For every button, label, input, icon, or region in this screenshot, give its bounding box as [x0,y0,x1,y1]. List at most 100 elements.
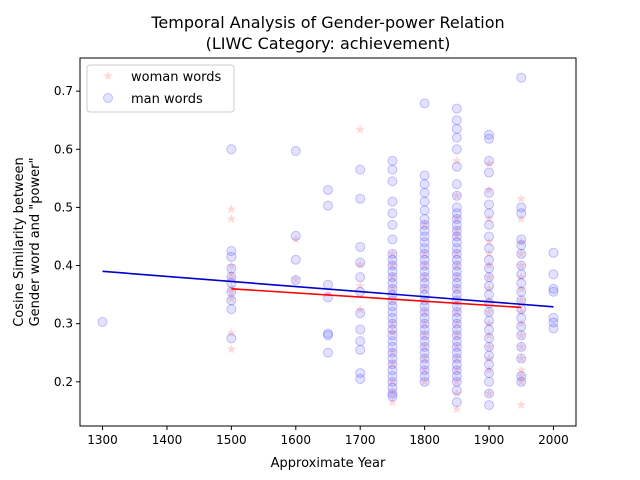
man-word-point [419,365,430,376]
man-word-point [387,307,398,318]
woman-word-point [387,248,398,258]
man-word-point [419,205,430,216]
man-word-point [451,397,462,408]
man-word-point [419,359,430,370]
man-word-point [323,279,333,290]
man-word-point [419,266,430,277]
man-word-point [484,359,495,370]
man-word-point [226,277,237,288]
man-word-point [387,176,398,187]
man-word-point [387,365,398,376]
y-axis-label-line2: Gender word and "power" [28,158,43,327]
man-word-point [516,277,527,288]
man-word-point [419,254,430,265]
woman-word-point [484,272,494,282]
woman-word-point [226,327,237,338]
woman-word-point [452,307,462,317]
y-tick-label: 0.4 [54,259,73,273]
man-word-point [387,254,398,265]
woman-word-point [452,376,462,386]
man-word-point [419,341,430,352]
man-word-point [484,155,495,166]
man-word-point [387,359,398,370]
man-word-point [419,371,430,382]
man-word-point [451,123,462,134]
man-word-point [323,330,333,341]
woman-word-point [484,295,494,305]
woman-word-point [291,274,301,284]
woman-word-point [516,400,526,410]
man-word-point [484,315,495,326]
woman-word-point [419,219,430,229]
man-word-point [548,317,559,328]
man-word-point [451,353,462,364]
woman-word-point [387,327,398,337]
woman-word-point [452,341,462,351]
woman-word-point [516,365,526,375]
woman-word-point [516,318,526,328]
man-word-point [516,304,527,315]
man-word-point [387,164,398,175]
man-word-point [387,324,398,335]
man-word-point [355,193,366,204]
woman-word-point [355,259,365,270]
woman-word-point [452,231,462,241]
man-word-point [323,347,333,358]
man-word-point [387,336,398,347]
woman-word-point [419,260,430,270]
woman-word-point [452,225,462,235]
man-word-point [290,146,301,157]
man-word-point [516,376,527,387]
woman-word-point [387,388,398,398]
woman-word-point [226,261,237,271]
man-word-point [451,115,462,126]
man-word-point [484,219,495,230]
woman-word-point [452,318,462,328]
man-word-point [419,243,430,254]
woman-word-point [419,272,430,282]
woman-word-point [484,214,494,224]
man-word-point [451,254,462,265]
man-word-point [419,283,430,294]
man-word-point [484,243,495,254]
woman-word-point [484,184,494,195]
man-word-point [451,202,462,213]
x-tick-label: 1700 [345,433,376,447]
man-word-point [419,353,430,364]
plot-frame [79,57,577,427]
man-word-point [548,323,559,334]
man-word-point [516,353,527,364]
woman-word-point [452,404,462,414]
woman-word-point [355,304,365,314]
woman-word-point [484,318,494,328]
man-word-point [484,272,495,283]
legend-box [86,64,235,113]
man-word-point [451,347,462,358]
man-word-point [387,371,398,382]
man-word-point [355,324,366,335]
man-word-point [451,272,462,283]
man-word-point [451,208,462,219]
man-word-point [419,272,430,283]
man-word-point [355,336,366,347]
woman-word-point [484,158,494,168]
chart-title-line2: (LIWC Category: achievement) [206,34,451,53]
legend-man-label: man words [131,92,203,107]
woman-word-point [452,365,462,375]
woman-word-point [516,353,526,363]
man-word-point [484,350,495,361]
man-word-point [419,219,430,230]
man-word-point [451,248,462,259]
man-word-point [516,321,527,332]
woman-word-point [484,388,494,398]
woman-word-point [452,190,462,200]
man-word-point [484,307,495,318]
man-word-point [451,190,462,201]
man-word-point [419,260,430,271]
woman-word-point [226,282,237,292]
man-word-point [451,336,462,347]
legend-man-marker [103,93,113,103]
man-word-point [355,164,366,175]
man-word-point [419,330,430,341]
